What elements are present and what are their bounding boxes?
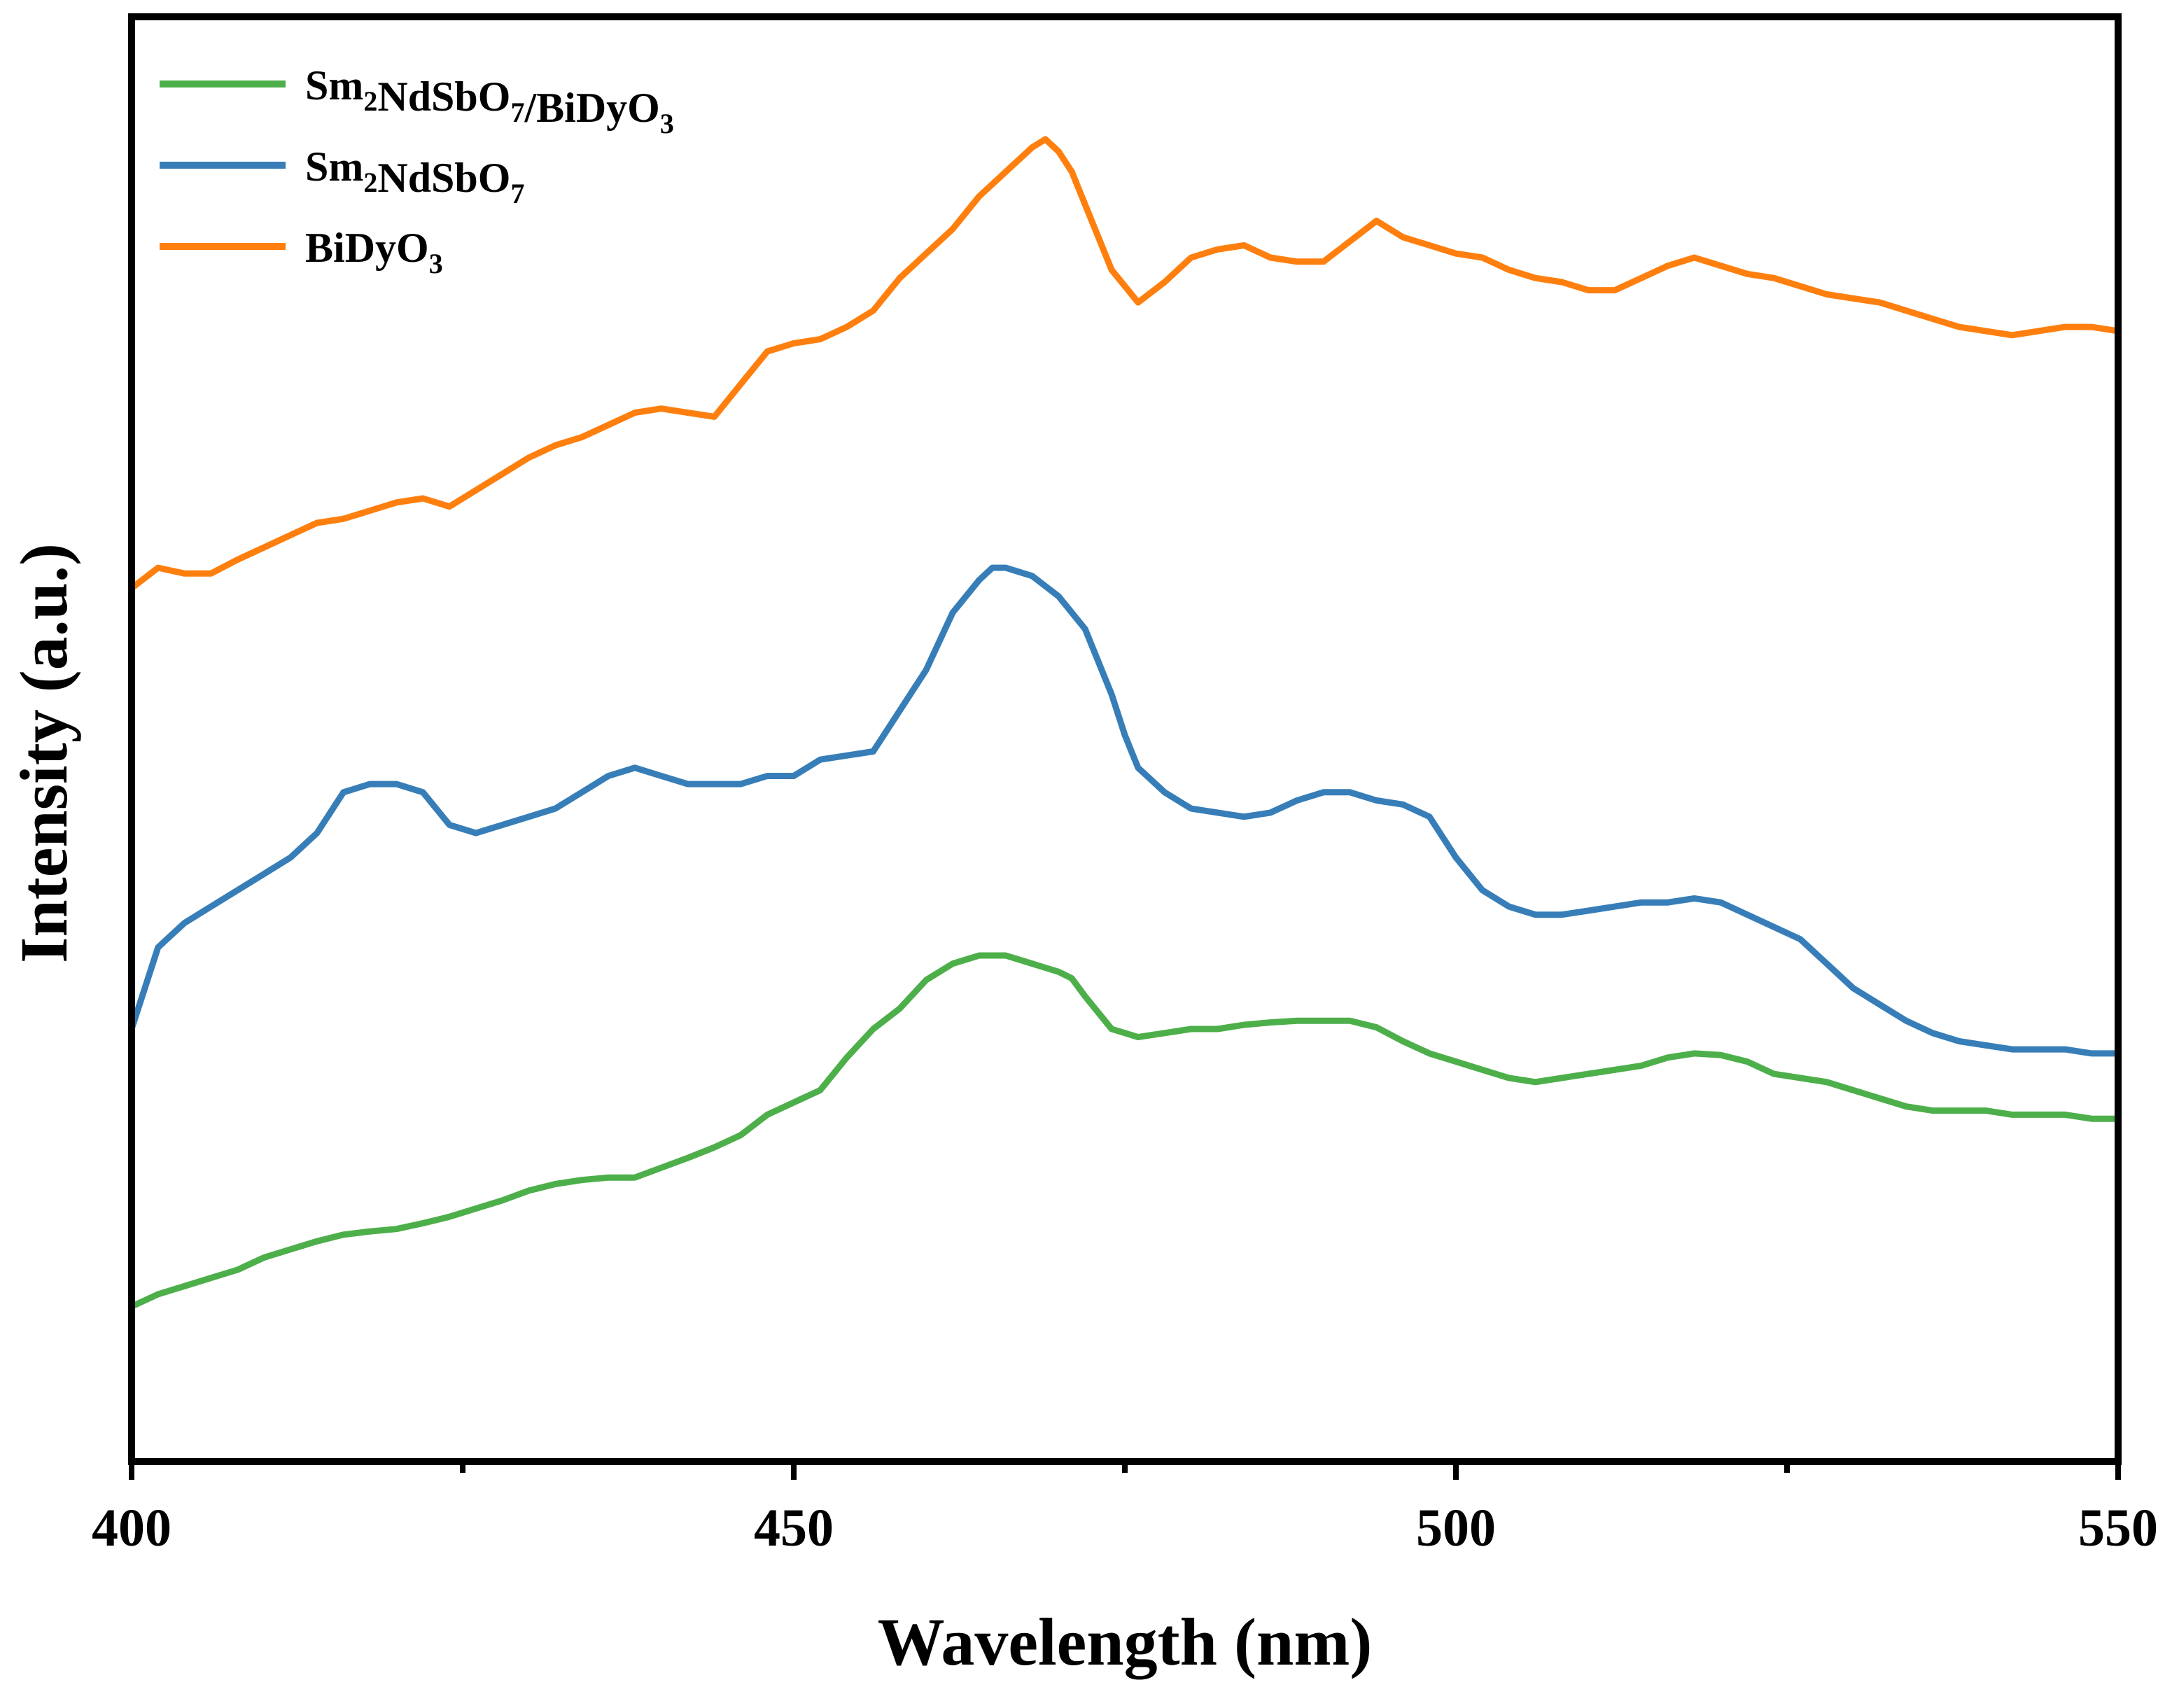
x-tick-label: 400 [92, 1499, 171, 1558]
x-tick-label: 500 [1416, 1499, 1496, 1558]
x-axis-title: Wavelength (nm) [878, 1604, 1373, 1679]
plot-frame [128, 13, 2122, 1465]
legend-label-2: BiDyO3 [305, 225, 443, 279]
ticks-layer: 400 450 500 550 [92, 1462, 2158, 1558]
x-tick-label: 550 [2078, 1499, 2158, 1558]
y-axis-title: Intensity (a.u.) [6, 543, 81, 963]
x-tick-label: 450 [754, 1499, 834, 1558]
legend-label-1: Sm2NdSbO7 [305, 144, 524, 209]
series-line-1 [128, 564, 2122, 1057]
series-layer [128, 136, 2122, 1310]
series-line-2 [128, 136, 2122, 592]
legend-label-0: Sm2NdSbO7/BiDyO3 [305, 62, 674, 139]
series-line-0 [128, 952, 2122, 1310]
